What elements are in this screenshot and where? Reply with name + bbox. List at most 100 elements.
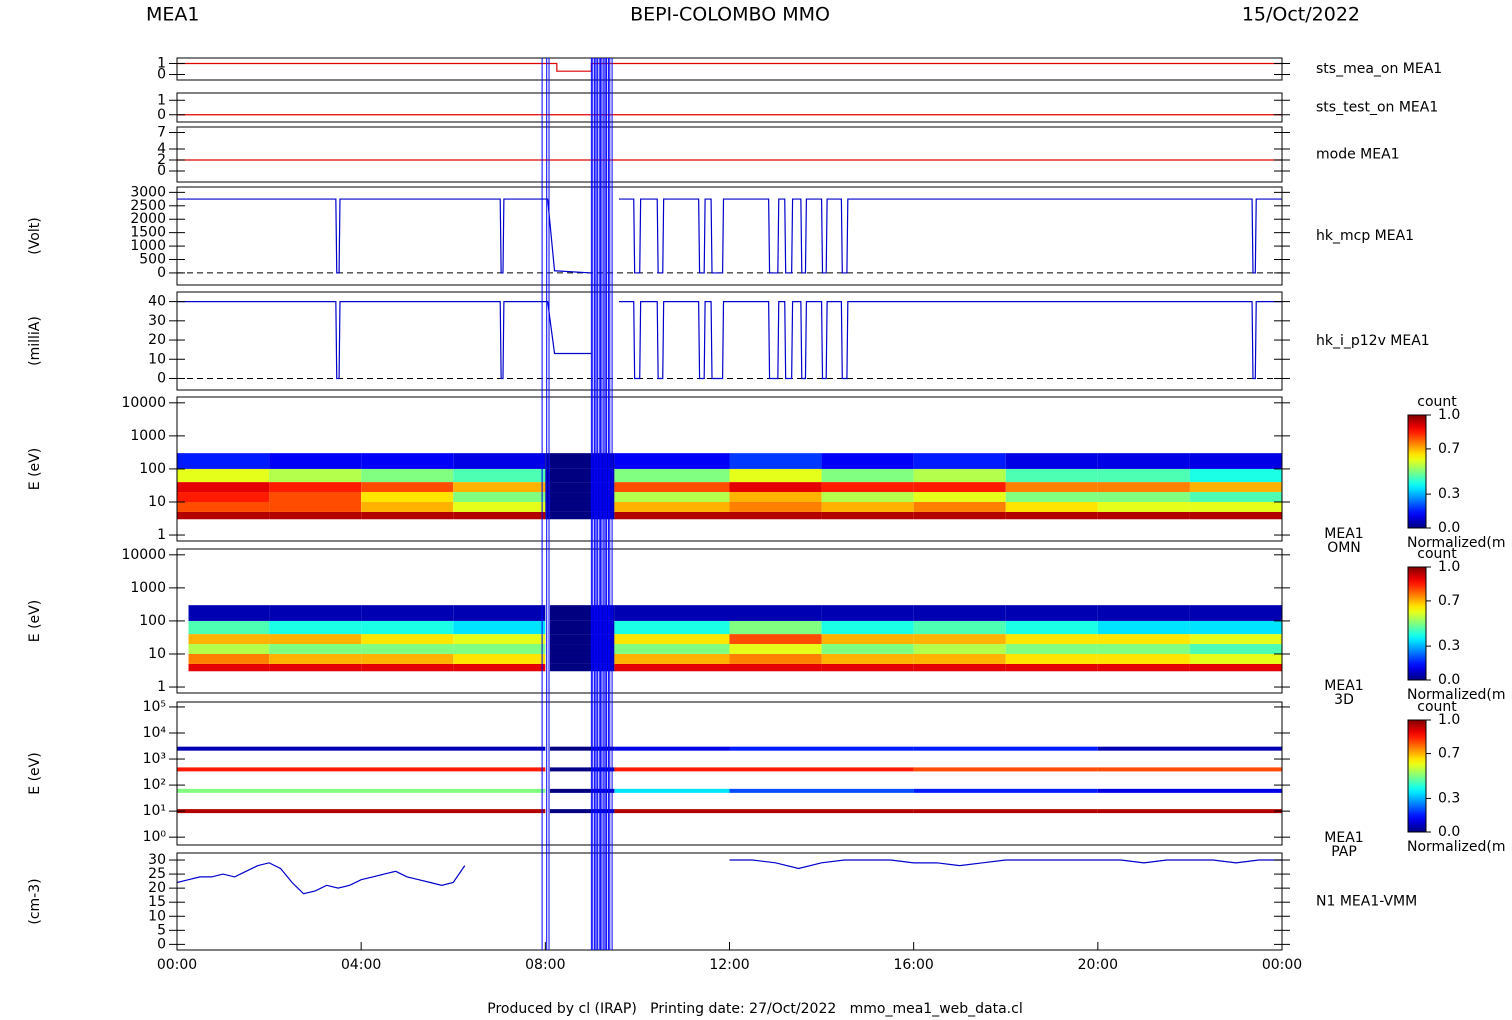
- heatmap-cell: [729, 788, 914, 793]
- data-line: [177, 301, 1282, 380]
- heatmap-cell: [729, 767, 914, 772]
- heatmap-cell: [1189, 634, 1282, 645]
- heatmap-cell: [177, 746, 546, 751]
- heatmap-cell: [177, 767, 546, 772]
- heatmap-cell: [821, 620, 914, 635]
- y-tick-label: 1: [157, 56, 166, 72]
- panel-frame: [176, 291, 1283, 391]
- heatmap-cell: [1097, 511, 1190, 520]
- panel: 01 sts_mea_on MEA1: [157, 56, 1442, 83]
- heatmap-cell: [913, 788, 1098, 793]
- y-tick-label: 10: [148, 494, 166, 510]
- footer: Produced by cl (IRAP) Printing date: 27/…: [487, 1001, 1022, 1017]
- y-tick-label: 40: [148, 294, 166, 310]
- heatmap-cell: [913, 453, 1006, 469]
- heatmap-cell: [269, 482, 362, 493]
- heatmap-cell: [361, 453, 454, 469]
- heatmap-cell: [913, 663, 1006, 672]
- panel-label: PAP: [1331, 844, 1357, 860]
- heatmap-cell: [1005, 501, 1098, 512]
- colorbar: [1407, 414, 1427, 529]
- heatmap-cell: [591, 511, 615, 520]
- heatmap-cell: [729, 620, 822, 635]
- colorbar-tick-label: 0.0: [1438, 824, 1460, 840]
- y-axis-label: (Volt): [27, 217, 43, 254]
- heatmap-cell: [361, 644, 454, 654]
- y-tick-label: 1000: [130, 238, 166, 254]
- x-tick-label: 00:00: [157, 957, 197, 973]
- y-tick-label: 20: [148, 332, 166, 348]
- heatmap-cell: [591, 501, 615, 512]
- y-tick-label: 10⁵: [143, 699, 166, 715]
- heatmap-cell: [913, 809, 1098, 814]
- y-tick-label: 7: [157, 125, 166, 141]
- y-axis-label: E (eV): [27, 752, 43, 794]
- heatmap-cell: [361, 511, 454, 520]
- colorbar-tick-label: 1.0: [1438, 407, 1460, 423]
- heatmap-cell: [1189, 663, 1282, 672]
- plot-area: [177, 746, 1282, 814]
- y-tick-label: 0: [157, 67, 166, 83]
- plot-area: [188, 605, 1282, 672]
- heatmap-cell: [549, 634, 592, 645]
- heatmap-cell: [177, 511, 270, 520]
- heatmap-cell: [614, 501, 730, 512]
- heatmap-cell: [549, 644, 592, 654]
- heatmap-cell: [361, 482, 454, 493]
- heatmap-cell: [549, 453, 592, 469]
- colorbar-tick-label: 0.0: [1438, 672, 1460, 688]
- y-tick-label: 30: [148, 313, 166, 329]
- y-tick-label: 0: [157, 265, 166, 281]
- heatmap-cell: [188, 644, 270, 654]
- heatmap-cell: [729, 605, 822, 621]
- y-tick-label: 2500: [130, 198, 166, 214]
- heatmap-cell: [545, 492, 550, 502]
- heatmap-cell: [1097, 482, 1190, 493]
- heatmap-cell: [913, 653, 1006, 664]
- heatmap-cell: [269, 511, 362, 520]
- heatmap-cell: [1005, 653, 1098, 664]
- heatmap-cell: [1189, 453, 1282, 469]
- heatmap-cell: [1097, 788, 1282, 793]
- x-tick-label: 12:00: [709, 957, 749, 973]
- heatmap-cell: [453, 511, 546, 520]
- heatmap-cell: [1005, 482, 1098, 493]
- heatmap-cell: [1189, 492, 1282, 502]
- heatmap-cell: [821, 511, 914, 520]
- panel-label: N1 MEA1-VMM: [1316, 894, 1417, 910]
- heatmap-cell: [549, 788, 592, 793]
- heatmap-cell: [361, 492, 454, 502]
- y-tick-label: 15: [148, 894, 166, 910]
- heatmap-cell: [729, 492, 822, 502]
- heatmap-cell: [453, 453, 546, 469]
- heatmap-cell: [821, 663, 914, 672]
- y-tick-label: 1500: [130, 225, 166, 241]
- colorbar-tick-label: 0.3: [1438, 790, 1460, 806]
- heatmap-cell: [177, 809, 546, 814]
- heatmap-cell: [913, 620, 1006, 635]
- heatmap-cell: [1189, 620, 1282, 635]
- heatmap-cell: [549, 501, 592, 512]
- heatmap-cell: [549, 482, 592, 493]
- heatmap-cell: [821, 492, 914, 502]
- plot-area: [177, 859, 1282, 895]
- heatmap-cell: [1005, 634, 1098, 645]
- y-tick-label: 4: [157, 141, 166, 157]
- colorbar-tick-label: 0.3: [1438, 486, 1460, 502]
- y-tick-label: 20: [148, 880, 166, 896]
- heatmap-cell: [1097, 809, 1282, 814]
- y-axis-label: E (eV): [27, 600, 43, 642]
- panel-label: mode MEA1: [1316, 147, 1400, 163]
- heatmap-cell: [188, 620, 270, 635]
- header-title: BEPI-COLOMBO MMO: [630, 4, 830, 26]
- heatmap-cell: [913, 482, 1006, 493]
- heatmap-cell: [821, 468, 914, 483]
- y-tick-label: 1000: [130, 428, 166, 444]
- y-tick-label: 0: [157, 370, 166, 386]
- heatmap-cell: [913, 492, 1006, 502]
- heatmap-cell: [821, 501, 914, 512]
- heatmap-cell: [614, 634, 730, 645]
- heatmap-cell: [729, 511, 822, 520]
